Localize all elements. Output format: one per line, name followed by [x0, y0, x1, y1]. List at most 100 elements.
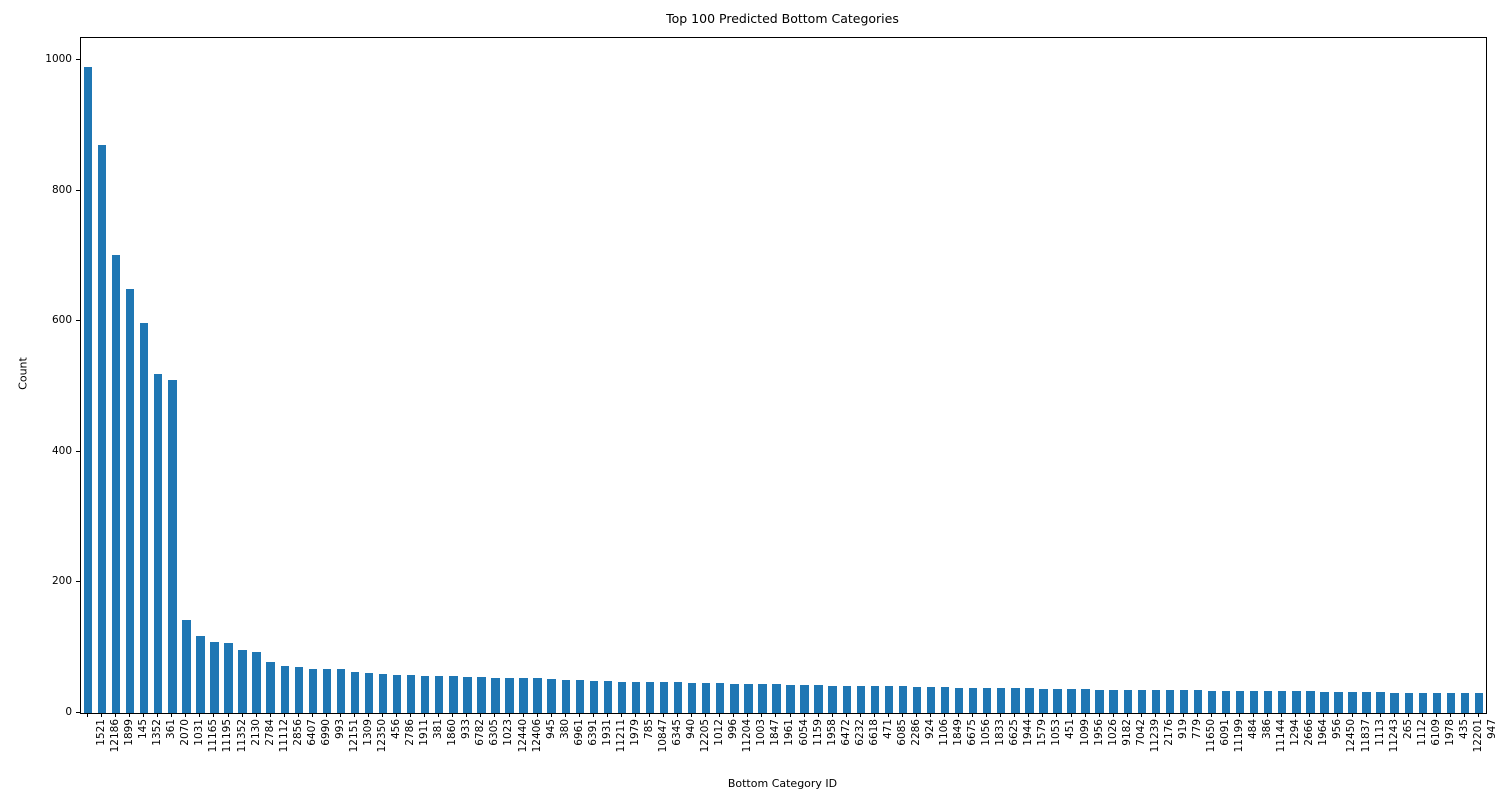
bar-1113 — [1362, 692, 1371, 713]
x-tick-mark — [1323, 713, 1325, 717]
bar-6472 — [828, 685, 837, 713]
bar-919 — [1165, 690, 1175, 713]
x-tick-mark — [733, 713, 735, 717]
x-tick-mark — [578, 713, 580, 717]
bar-1956 — [1081, 688, 1090, 713]
bar-471 — [870, 686, 880, 713]
x-tick-mark — [592, 713, 594, 717]
x-tick-mark — [339, 713, 341, 717]
x-tick-mark — [1196, 713, 1198, 717]
bar-435 — [1446, 692, 1456, 713]
bar-2176 — [1151, 690, 1161, 713]
x-tick-mark — [1365, 713, 1367, 717]
x-tick-mark — [930, 713, 932, 717]
bar-947 — [1474, 693, 1484, 713]
x-tick-label: 1053 — [1050, 719, 1063, 746]
bar-1849 — [940, 686, 950, 713]
bar-1833 — [983, 688, 992, 713]
x-tick-label: 6675 — [966, 719, 979, 746]
x-tick-label: 1899 — [123, 719, 136, 746]
bar-12205 — [687, 682, 697, 713]
x-tick-label: 9182 — [1120, 719, 1133, 746]
x-tick-label: 2176 — [1162, 719, 1175, 746]
x-tick-mark — [761, 713, 763, 717]
y-axis-label: Count — [16, 357, 30, 390]
x-tick-label: 1056 — [980, 719, 993, 746]
x-tick-label: 1956 — [1092, 719, 1105, 746]
x-tick-label: 1026 — [1106, 719, 1119, 746]
x-tick-mark — [396, 713, 398, 717]
x-tick-mark — [1154, 713, 1156, 717]
x-tick-mark — [747, 713, 749, 717]
x-tick-label: 6345 — [671, 719, 684, 746]
bar-1031 — [182, 619, 191, 713]
x-tick-mark — [522, 713, 524, 717]
x-tick-mark — [972, 713, 974, 717]
x-tick-mark — [1182, 713, 1184, 717]
bar-11243 — [1376, 692, 1385, 713]
bar-1112 — [1404, 692, 1413, 713]
x-tick-mark — [536, 713, 538, 717]
bar-2286 — [898, 686, 908, 713]
bar-6085 — [884, 686, 894, 713]
bar-12151 — [336, 669, 346, 713]
x-tick-mark — [550, 713, 552, 717]
bar-1026 — [1095, 689, 1104, 713]
bar-11239 — [1137, 689, 1146, 713]
x-tick-mark — [213, 713, 215, 717]
x-tick-label: 484 — [1247, 719, 1260, 740]
y-tick-label: 600 — [51, 314, 72, 327]
x-tick-mark — [494, 713, 496, 717]
x-tick-label: 11211 — [614, 719, 627, 753]
bar-2856 — [280, 666, 289, 713]
x-tick-label: 1294 — [1289, 719, 1302, 746]
x-tick-label: 2070 — [179, 719, 192, 746]
bar-1521 — [83, 66, 93, 713]
bar-6091 — [1207, 690, 1217, 713]
x-tick-label: 1023 — [502, 719, 515, 746]
x-tick-label: 1309 — [361, 719, 374, 746]
bar-6305 — [477, 677, 486, 713]
x-tick-label: 2130 — [249, 719, 262, 746]
x-tick-label: 11112 — [277, 719, 290, 753]
x-tick-label: 10847 — [657, 719, 670, 753]
x-tick-mark — [915, 713, 917, 717]
bar-1911 — [406, 675, 416, 713]
y-tick-mark — [76, 712, 80, 713]
x-tick-label: 1958 — [825, 719, 838, 746]
x-tick-mark — [1126, 713, 1128, 717]
x-tick-label: 11243 — [1387, 719, 1400, 753]
bar-456 — [378, 673, 388, 713]
bar-11165 — [196, 635, 205, 713]
bar-1944 — [1011, 688, 1020, 713]
x-tick-mark — [1463, 713, 1465, 717]
bar-11195 — [210, 641, 219, 713]
x-tick-label: 924 — [923, 719, 936, 740]
bar-2666 — [1292, 691, 1301, 713]
bar-6407 — [294, 667, 303, 713]
bar-1106 — [926, 686, 936, 713]
x-tick-label: 2784 — [263, 719, 276, 746]
x-tick-label: 2286 — [909, 719, 922, 746]
x-tick-mark — [424, 713, 426, 717]
bar-6990 — [308, 668, 318, 713]
x-tick-mark — [185, 713, 187, 717]
x-axis-label: Bottom Category ID — [727, 777, 838, 790]
x-tick-label: 6618 — [867, 719, 880, 746]
x-tick-mark — [452, 713, 454, 717]
bar-11199 — [1221, 690, 1231, 713]
bar-12201 — [1460, 693, 1470, 713]
x-tick-mark — [283, 713, 285, 717]
bar-6054 — [786, 684, 795, 713]
x-tick-label: 993 — [333, 719, 346, 740]
bar-1978 — [1432, 692, 1442, 713]
bar-6675 — [954, 687, 964, 713]
x-tick-label: 145 — [137, 719, 150, 740]
x-tick-mark — [663, 713, 665, 717]
x-tick-mark — [227, 713, 229, 717]
y-tick-mark — [76, 189, 80, 191]
x-tick-mark — [1098, 713, 1100, 717]
x-tick-mark — [1253, 713, 1255, 717]
bar-1579 — [1025, 688, 1034, 713]
bar-6618 — [856, 685, 865, 713]
